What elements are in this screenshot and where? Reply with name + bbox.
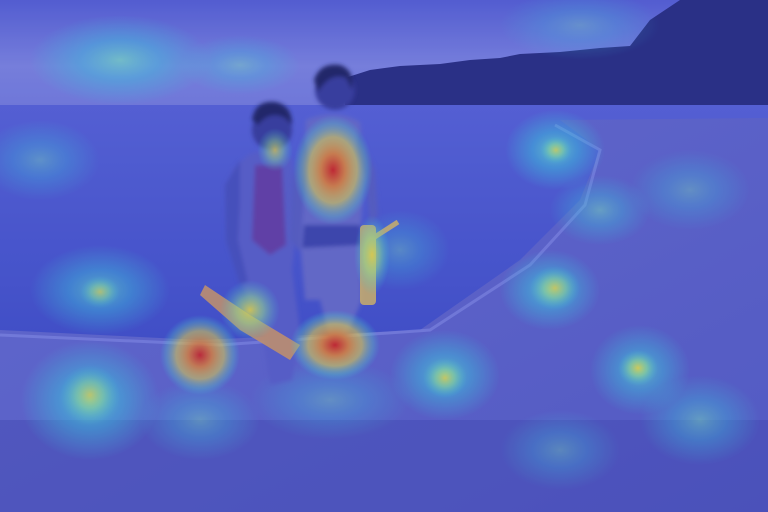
treeline [345, 0, 768, 122]
heat-hotspots-layer [60, 115, 658, 425]
